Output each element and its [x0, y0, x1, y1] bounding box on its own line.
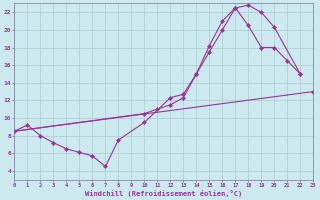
X-axis label: Windchill (Refroidissement éolien,°C): Windchill (Refroidissement éolien,°C) [85, 190, 243, 197]
